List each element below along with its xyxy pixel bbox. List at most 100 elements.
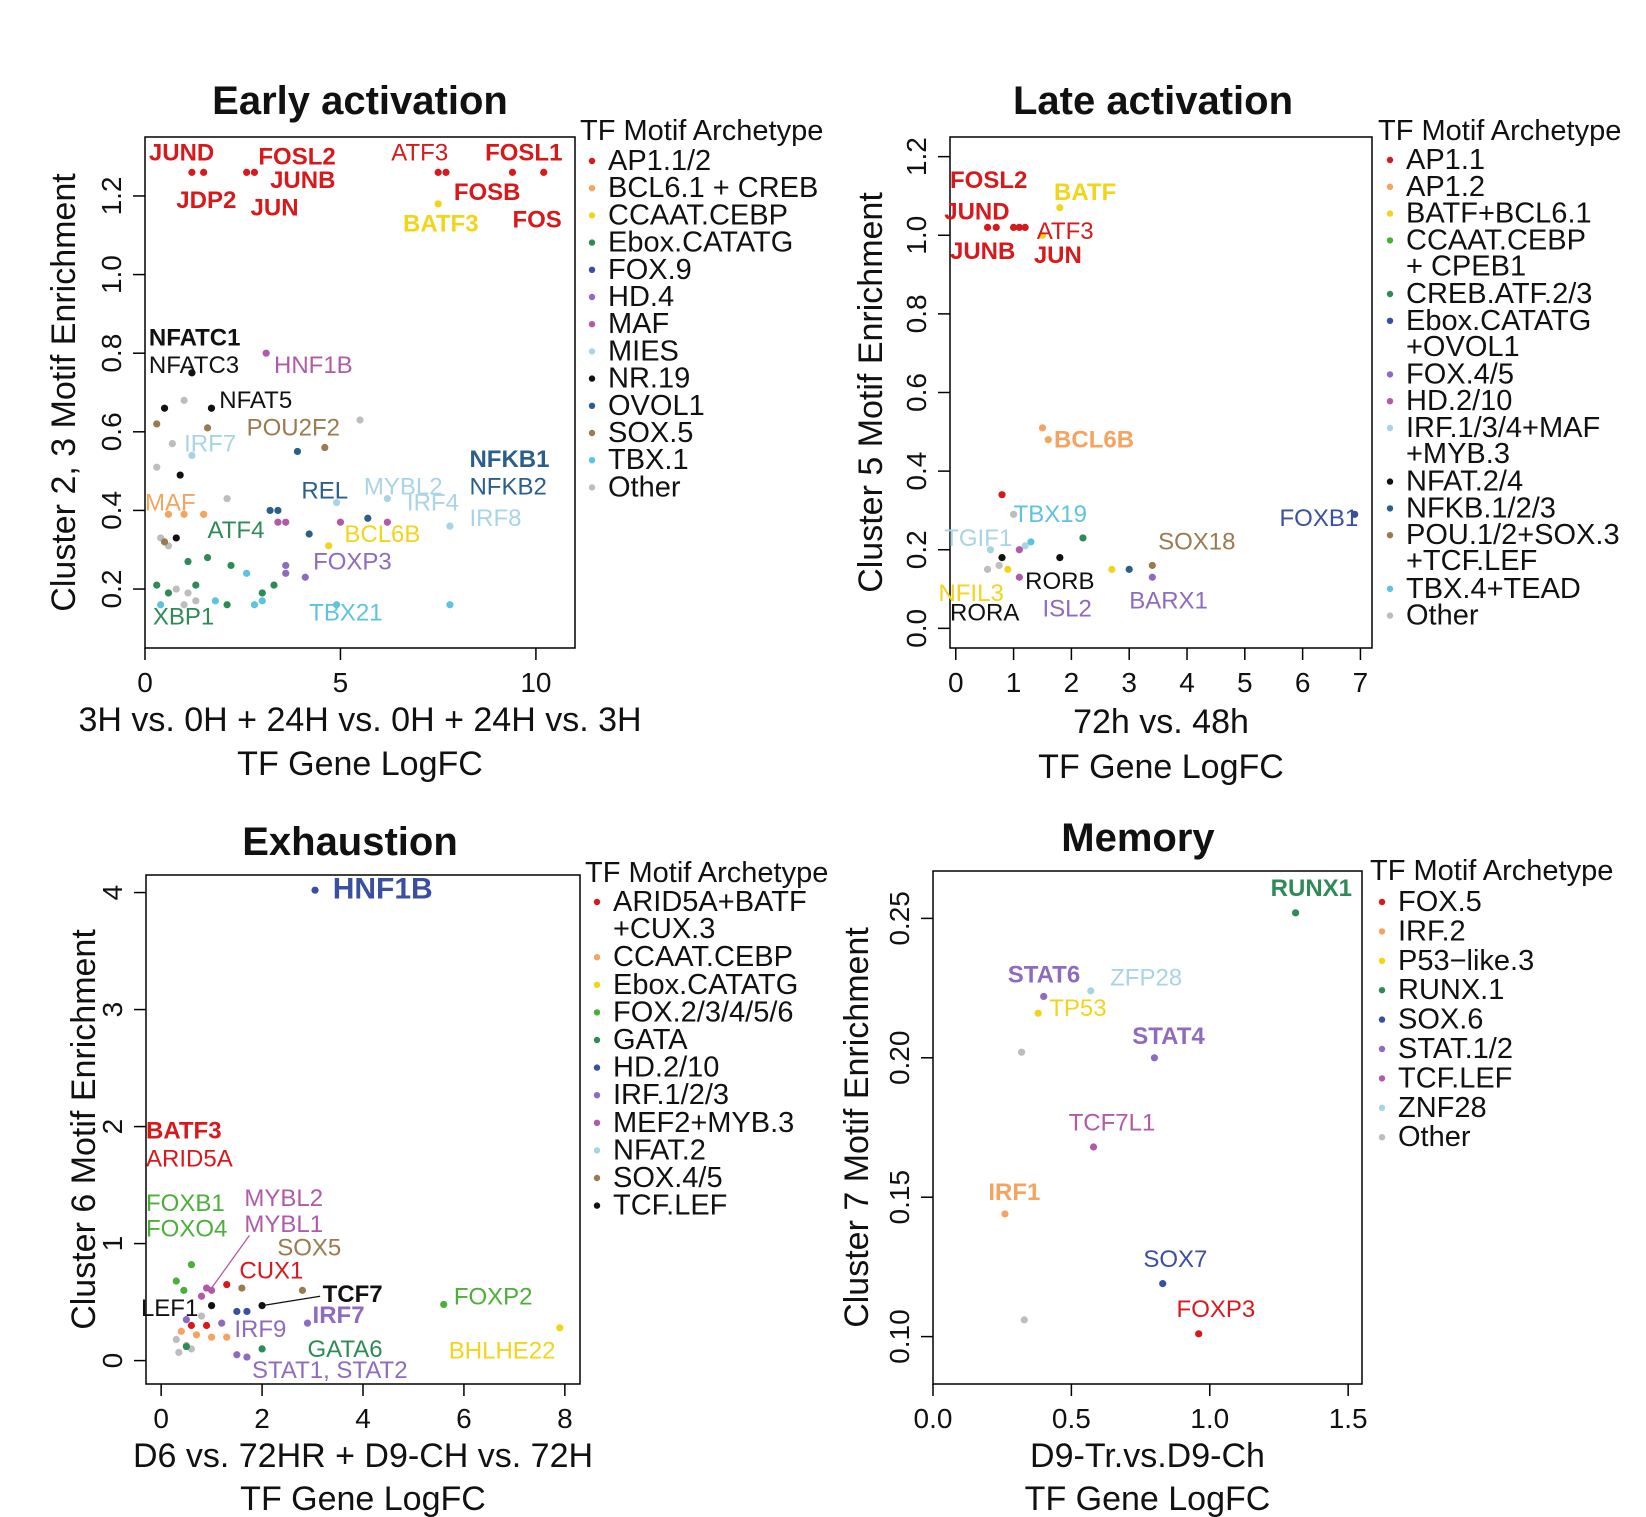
- data-point: [442, 168, 450, 176]
- data-point: [305, 530, 313, 538]
- y-tick-label: 0.2: [96, 570, 127, 609]
- data-point: [208, 1302, 216, 1310]
- legend-label: SOX.5: [608, 417, 693, 449]
- data-point: [556, 1324, 564, 1332]
- data-point: [168, 440, 176, 448]
- data-point: [1015, 546, 1023, 554]
- legend-marker: [1386, 371, 1394, 378]
- y-tick-label: 0.2: [901, 530, 932, 569]
- x-tick-label: 0: [153, 1403, 169, 1434]
- point-label: FOSL2: [950, 167, 1027, 194]
- point-label: BARX1: [1129, 588, 1208, 615]
- x-tick-label: 5: [1237, 667, 1253, 698]
- x-tick-label: 6: [456, 1403, 472, 1434]
- point-label: FOXB1: [1280, 505, 1359, 532]
- point-label: TGIF1: [944, 525, 1012, 552]
- legend-label: BATF+BCL6.1: [1406, 198, 1592, 230]
- point-label: FOSB: [454, 179, 521, 206]
- data-point: [1038, 231, 1047, 239]
- data-point: [243, 569, 251, 577]
- x-axis-label: 72h vs. 48h: [1073, 703, 1249, 741]
- legend-marker: [588, 185, 596, 192]
- legend-marker: [593, 981, 601, 988]
- data-point: [157, 601, 165, 609]
- legend-label: IRF.2: [1398, 915, 1466, 947]
- data-point: [188, 451, 196, 459]
- y-tick-label: 0.20: [884, 1031, 915, 1086]
- data-point: [200, 168, 208, 176]
- legend-label: SOX.6: [1398, 1004, 1483, 1036]
- data-point: [1017, 1048, 1026, 1056]
- legend-label: Ebox.CATATG: [608, 227, 793, 259]
- legend-label: CCAAT.CEBP: [608, 199, 788, 231]
- legend-label: TBX.1: [608, 444, 689, 476]
- point-label: TCF7: [323, 1281, 383, 1308]
- data-point: [262, 349, 270, 357]
- legend-marker: [588, 157, 596, 165]
- point-label: MYBL2: [364, 474, 443, 501]
- data-point: [1004, 565, 1012, 573]
- legend-label: + CPEB1: [1406, 250, 1526, 282]
- point-label: ZFP28: [1110, 964, 1182, 991]
- legend-title: TF Motif Archetype: [1378, 115, 1621, 147]
- y-tick-label: 1.2: [96, 176, 127, 215]
- point-label: TCF7L1: [1069, 1109, 1156, 1136]
- y-tick-label: 0.6: [96, 412, 127, 451]
- legend-marker: [1386, 532, 1394, 539]
- data-point: [187, 1261, 196, 1269]
- point-label: BCL6B: [344, 521, 420, 548]
- legend-title: TF Motif Archetype: [580, 115, 823, 147]
- y-tick-label: 3: [97, 1002, 128, 1018]
- x-axis-sublabel: TF Gene LogFC: [1025, 1480, 1271, 1517]
- legend-label: +CUX.3: [613, 913, 715, 945]
- legend-label: SOX.4/5: [613, 1162, 723, 1194]
- data-point: [172, 1277, 180, 1285]
- point-label: IRF7: [313, 1302, 365, 1329]
- data-point: [250, 168, 259, 176]
- legend-label: NFAT.2/4: [1406, 466, 1523, 498]
- legend-label: CREB.ATF.2/3: [1406, 278, 1592, 310]
- point-label: JUND: [944, 199, 1009, 226]
- data-point: [983, 565, 992, 573]
- point-label: FOXO4: [146, 1216, 227, 1243]
- legend-marker: [1386, 156, 1394, 164]
- point-label: BATF3: [146, 1117, 222, 1144]
- legend-label: CCAAT.CEBP: [1406, 224, 1586, 256]
- y-tick-label: 0.0: [901, 609, 932, 648]
- data-point: [303, 1319, 312, 1327]
- point-label: LEF1: [141, 1295, 198, 1322]
- data-point: [1034, 1009, 1042, 1017]
- data-point: [1148, 573, 1156, 581]
- data-point: [540, 168, 548, 176]
- legend-label: Ebox.CATATG: [613, 969, 798, 1001]
- data-point: [270, 581, 278, 589]
- legend-marker: [588, 293, 596, 301]
- chart-panel-4: Memory 0.0 0.5 1.0 1.5 0.10 0.15 0.20 0.25 D9-Tr.…: [838, 816, 1613, 1517]
- point-label: ATF3: [391, 140, 448, 167]
- data-point: [200, 510, 208, 518]
- legend-label: FOX.9: [608, 254, 692, 286]
- chart-title: Exhaustion: [242, 820, 458, 864]
- data-point: [258, 597, 266, 605]
- point-label: JUND: [149, 140, 214, 167]
- data-point: [1150, 1054, 1159, 1062]
- legend-marker: [1386, 210, 1394, 217]
- data-point: [364, 514, 372, 522]
- data-point: [332, 498, 341, 507]
- legend-label: POU.1/2+SOX.3: [1406, 519, 1620, 551]
- point-label: BATF3: [403, 210, 479, 237]
- legend-marker: [1378, 928, 1386, 935]
- data-point: [223, 601, 231, 609]
- x-tick-label: 5: [333, 667, 349, 698]
- x-tick-label: 7: [1353, 667, 1369, 698]
- legend-label: HD.4: [608, 281, 674, 313]
- data-point: [223, 1333, 231, 1341]
- legend-label: NFKB.1/2/3: [1406, 492, 1556, 524]
- legend-marker: [593, 1064, 601, 1071]
- data-point: [172, 1335, 180, 1344]
- legend-marker: [588, 429, 596, 437]
- point-label: SOX7: [1143, 1246, 1207, 1273]
- data-point: [1079, 534, 1087, 542]
- legend-marker: [1378, 1045, 1386, 1053]
- y-tick-label: 0.8: [901, 294, 932, 333]
